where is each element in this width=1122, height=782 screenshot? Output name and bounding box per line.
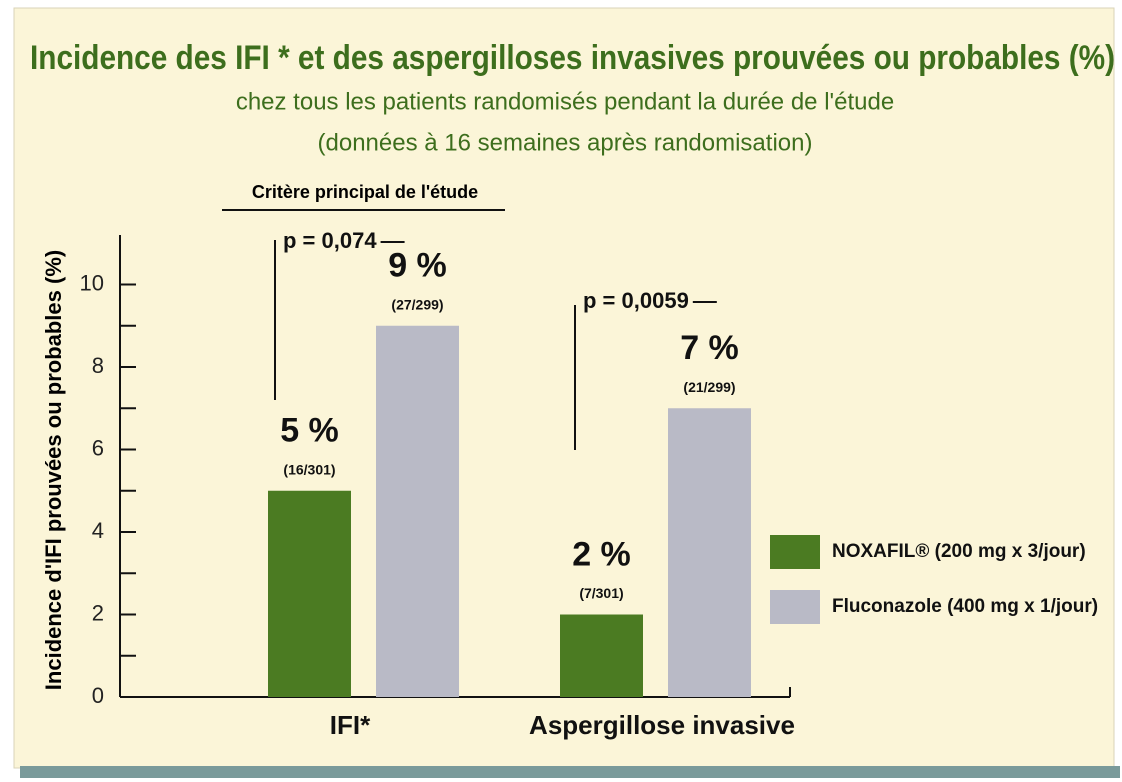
p-value: p = 0,074: [283, 228, 377, 253]
fraction-label: (7/301): [579, 585, 623, 601]
chart-title: Incidence des IFI * et des aspergilloses…: [30, 39, 1115, 77]
header-note: Critère principal de l'étude: [252, 182, 478, 202]
value-label: 9 %: [388, 247, 447, 285]
fraction-label: (27/299): [391, 296, 443, 312]
y-tick-label: 8: [92, 353, 104, 378]
p-value: p = 0,0059: [583, 288, 689, 313]
legend-swatch: [770, 535, 820, 569]
value-label: 7 %: [680, 329, 739, 367]
x-tick-label: IFI*: [330, 710, 371, 740]
value-label: 2 %: [572, 535, 631, 573]
y-tick-label: 4: [92, 518, 104, 543]
subtitle: chez tous les patients randomisés pendan…: [236, 88, 894, 115]
subtitle: (données à 16 semaines après randomisati…: [318, 129, 813, 156]
bar: [668, 408, 751, 697]
y-tick-label: 2: [92, 600, 104, 625]
y-axis-label: Incidence d'IFI prouvées ou probables (%…: [41, 250, 66, 690]
bottom-band: [20, 766, 1120, 778]
legend-swatch: [770, 590, 820, 624]
y-tick-label: 10: [80, 270, 104, 295]
value-label: 5 %: [280, 412, 339, 450]
legend-label: NOXAFIL® (200 mg x 3/jour): [832, 541, 1086, 562]
bar: [268, 490, 351, 697]
bar: [560, 614, 643, 697]
legend-label: Fluconazole (400 mg x 1/jour): [832, 596, 1098, 617]
x-tick-label: Aspergillose invasive: [529, 710, 795, 740]
bar: [376, 325, 459, 697]
y-tick-label: 6: [92, 435, 104, 460]
y-tick-label: 0: [92, 683, 104, 708]
fraction-label: (16/301): [283, 461, 335, 477]
fraction-label: (21/299): [683, 379, 735, 395]
